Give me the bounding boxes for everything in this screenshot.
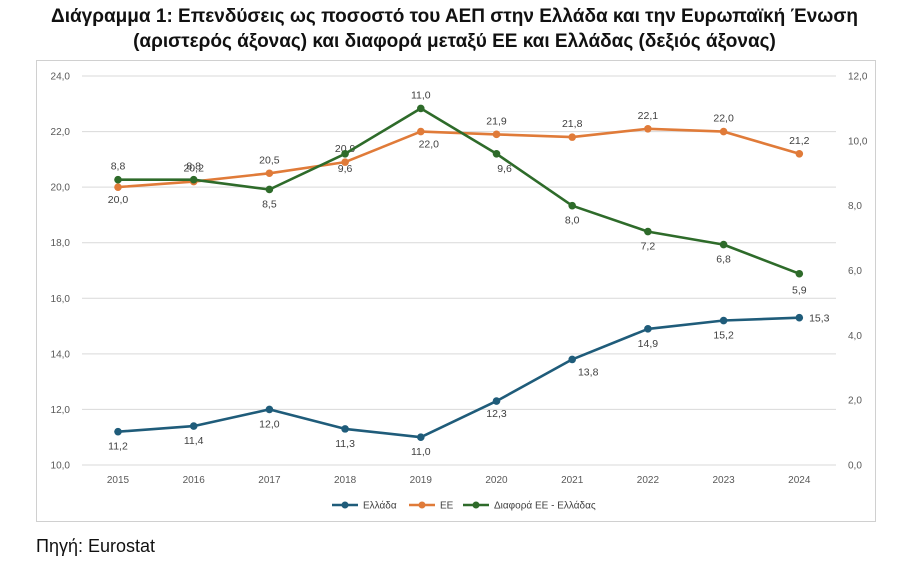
x-tick-label: 2017: [258, 475, 281, 486]
x-tick-label: 2023: [712, 475, 735, 486]
data-label: 11,0: [411, 89, 431, 101]
data-label: 9,6: [497, 163, 512, 175]
data-point: [492, 150, 501, 158]
data-point: [341, 158, 349, 166]
data-label: 5,9: [792, 285, 807, 297]
data-point: [417, 104, 425, 113]
data-point: [568, 201, 576, 210]
data-point: [114, 175, 122, 184]
data-point: [795, 150, 804, 158]
data-point: [719, 316, 728, 325]
data-point: [114, 183, 122, 191]
data-point: [644, 227, 652, 236]
y-right-tick-label: 12,0: [848, 72, 868, 83]
series-line: [117, 127, 800, 189]
series-line: [118, 107, 800, 275]
data-label: 8,8: [186, 161, 201, 173]
y-left-tick-label: 18,0: [51, 238, 71, 249]
x-tick-label: 2018: [334, 475, 357, 486]
chart-title-line-2: (αριστερός άξονας) και διαφορά μεταξύ ΕΕ…: [133, 31, 776, 52]
data-point: [417, 127, 425, 136]
chart-frame: [36, 60, 876, 522]
data-label: 22,1: [638, 110, 659, 122]
chart-title: Διάγραμμα 1: Επενδύσεις ως ποσοστό του Α…: [0, 4, 909, 54]
data-label: 21,2: [789, 135, 810, 147]
data-label: 11,0: [411, 446, 431, 458]
data-point: [341, 425, 349, 433]
data-label: 14,9: [638, 338, 659, 350]
y-left-tick-label: 16,0: [51, 294, 71, 305]
data-label: 22,0: [713, 113, 734, 125]
data-label: 15,3: [809, 313, 830, 325]
data-point: [341, 150, 349, 158]
x-tick-label: 2015: [107, 475, 130, 486]
data-point: [114, 427, 122, 436]
data-label: 9,6: [338, 163, 353, 175]
data-label: 21,8: [562, 118, 583, 130]
data-point: [265, 169, 274, 178]
y-right-tick-label: 6,0: [848, 266, 862, 277]
data-point: [189, 422, 198, 430]
y-left-tick-label: 24,0: [51, 72, 71, 83]
y-right-tick-label: 8,0: [848, 201, 862, 212]
data-label: 20,5: [259, 154, 280, 166]
legend-marker: [472, 501, 480, 509]
data-label: 13,8: [578, 366, 599, 378]
legend-marker: [418, 501, 426, 509]
data-label: 8,5: [262, 198, 277, 210]
legend-label: Ελλάδα: [363, 500, 397, 512]
data-point: [795, 313, 804, 322]
legend-marker: [341, 501, 349, 509]
y-right-tick-label: 10,0: [848, 136, 868, 147]
data-point: [644, 325, 652, 333]
data-label: 12,0: [259, 418, 280, 430]
series-line: [117, 316, 800, 439]
data-label: 8,8: [111, 161, 126, 173]
data-point: [189, 175, 198, 184]
x-tick-label: 2016: [183, 475, 206, 486]
y-right-tick-label: 0,0: [848, 461, 862, 472]
data-label: 11,2: [108, 441, 128, 453]
data-label: 11,4: [184, 435, 204, 447]
data-point: [719, 240, 728, 249]
data-point: [265, 185, 274, 194]
data-label: 12,3: [486, 408, 507, 420]
data-point: [568, 133, 576, 141]
legend-label: ΕΕ: [440, 501, 454, 512]
data-point: [644, 124, 652, 133]
y-right-tick-label: 4,0: [848, 331, 862, 342]
y-left-tick-label: 22,0: [51, 127, 71, 138]
y-left-tick-label: 14,0: [51, 349, 71, 360]
data-point: [568, 355, 576, 364]
data-point: [795, 269, 804, 278]
data-point: [719, 127, 728, 136]
x-tick-label: 2024: [788, 475, 811, 486]
y-left-tick-label: 20,0: [51, 183, 71, 194]
data-point: [492, 397, 501, 405]
x-tick-label: 2019: [410, 475, 433, 486]
data-point: [417, 433, 425, 442]
source-note: Πηγή: Eurostat: [36, 536, 156, 556]
y-left-tick-label: 10,0: [51, 461, 71, 472]
y-right-tick-label: 2,0: [848, 396, 862, 407]
x-tick-label: 2020: [485, 475, 508, 486]
data-label: 22,0: [419, 139, 440, 151]
x-tick-label: 2022: [637, 475, 660, 486]
data-label: 20,0: [108, 194, 129, 206]
data-label: 8,0: [565, 215, 580, 227]
x-tick-label: 2021: [561, 475, 584, 486]
data-point: [492, 130, 501, 139]
data-label: 11,3: [335, 438, 355, 450]
chart-title-line-1: Διάγραμμα 1: Επενδύσεις ως ποσοστό του Α…: [51, 6, 858, 27]
data-label: 7,2: [641, 241, 656, 253]
y-left-tick-label: 12,0: [51, 405, 71, 416]
data-label: 20,2: [183, 163, 204, 175]
data-label: 15,2: [713, 330, 734, 342]
data-label: 21,9: [486, 115, 507, 127]
legend-label: Διαφορά ΕΕ - Ελλάδας: [494, 500, 596, 512]
data-point: [265, 405, 274, 414]
data-label: 6,8: [716, 254, 731, 266]
